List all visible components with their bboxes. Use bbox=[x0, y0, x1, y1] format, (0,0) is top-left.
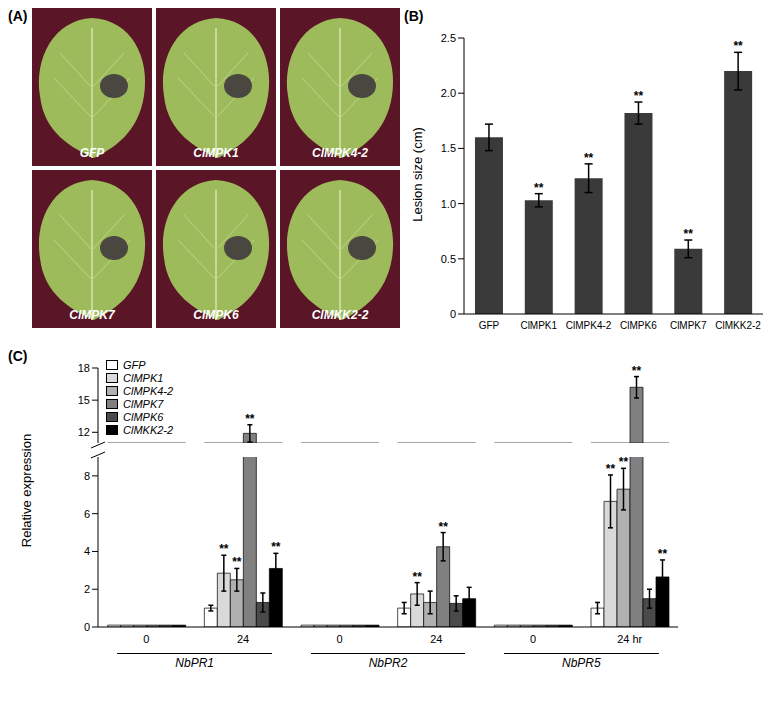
html-text:NbPR1: NbPR1 bbox=[175, 656, 214, 670]
html-text:ClMPK4-2: ClMPK4-2 bbox=[312, 146, 368, 160]
svg-text:8: 8 bbox=[84, 470, 90, 482]
svg-text:**: ** bbox=[412, 570, 422, 584]
html-text:ClMPK7: ClMPK7 bbox=[69, 308, 115, 322]
svg-text:ClMPK4-2: ClMPK4-2 bbox=[566, 320, 612, 331]
svg-text:24: 24 bbox=[430, 633, 442, 645]
svg-text:15: 15 bbox=[78, 394, 90, 406]
svg-text:ClMKK2-2: ClMKK2-2 bbox=[715, 320, 761, 331]
html-text:ClMPK7: ClMPK7 bbox=[123, 397, 164, 410]
html-text:ClMPK4-2: ClMPK4-2 bbox=[123, 384, 174, 397]
svg-text:2.5: 2.5 bbox=[441, 32, 456, 44]
svg-text:ClMPK1: ClMPK1 bbox=[520, 320, 557, 331]
svg-text:**: ** bbox=[632, 364, 642, 378]
svg-text:**: ** bbox=[733, 39, 743, 53]
svg-text:4: 4 bbox=[84, 545, 90, 557]
svg-text:GFP: GFP bbox=[479, 320, 500, 331]
svg-text:2: 2 bbox=[84, 583, 90, 595]
svg-text:**: ** bbox=[534, 181, 544, 195]
svg-text:24: 24 bbox=[237, 633, 249, 645]
html-text:ClMKK2-2: ClMKK2-2 bbox=[311, 308, 369, 322]
svg-text:0: 0 bbox=[530, 633, 536, 645]
svg-text:**: ** bbox=[219, 542, 229, 556]
svg-text:**: ** bbox=[271, 540, 281, 554]
html-text:NbPR2: NbPR2 bbox=[368, 656, 408, 670]
html-text:(B): (B) bbox=[404, 8, 424, 24]
svg-text:**: ** bbox=[634, 89, 644, 103]
svg-text:1.0: 1.0 bbox=[441, 198, 456, 210]
svg-text:0: 0 bbox=[450, 308, 456, 320]
svg-text:**: ** bbox=[232, 555, 242, 569]
html-text:ClMPK1: ClMPK1 bbox=[123, 371, 164, 384]
svg-text:0.5: 0.5 bbox=[441, 253, 456, 265]
svg-text:ClMPK7: ClMPK7 bbox=[670, 320, 707, 331]
svg-text:0: 0 bbox=[84, 621, 90, 633]
html-text:ClMKK2-2: ClMKK2-2 bbox=[123, 423, 174, 436]
svg-text:ClMPK6: ClMPK6 bbox=[620, 320, 657, 331]
svg-text:0: 0 bbox=[143, 633, 149, 645]
html-text:ClMPK6: ClMPK6 bbox=[123, 410, 164, 423]
html-text:(C): (C) bbox=[8, 348, 28, 364]
svg-text:0: 0 bbox=[337, 633, 343, 645]
svg-text:**: ** bbox=[619, 455, 629, 469]
svg-text:**: ** bbox=[606, 462, 616, 476]
svg-text:24 hr: 24 hr bbox=[617, 633, 642, 645]
svg-text:1.5: 1.5 bbox=[441, 142, 456, 154]
svg-text:**: ** bbox=[245, 412, 255, 426]
html-text:Lesion size (cm): Lesion size (cm) bbox=[409, 127, 425, 222]
svg-text:6: 6 bbox=[84, 508, 90, 520]
html-text:ClMPK6: ClMPK6 bbox=[193, 308, 239, 322]
html-text:NbPR5: NbPR5 bbox=[562, 656, 601, 670]
html-text:GFP: GFP bbox=[123, 358, 146, 371]
svg-text:18: 18 bbox=[78, 362, 90, 374]
html-text:GFP: GFP bbox=[79, 146, 105, 160]
html-text:ClMPK1: ClMPK1 bbox=[193, 146, 239, 160]
svg-text:**: ** bbox=[658, 547, 668, 561]
html-text:(A): (A) bbox=[8, 8, 28, 24]
svg-text:**: ** bbox=[438, 520, 448, 534]
svg-text:**: ** bbox=[684, 227, 694, 241]
svg-text:**: ** bbox=[584, 151, 594, 165]
svg-text:12: 12 bbox=[78, 426, 90, 438]
svg-text:2.0: 2.0 bbox=[441, 87, 456, 99]
html-text:Relative expression: Relative expression bbox=[18, 433, 34, 547]
